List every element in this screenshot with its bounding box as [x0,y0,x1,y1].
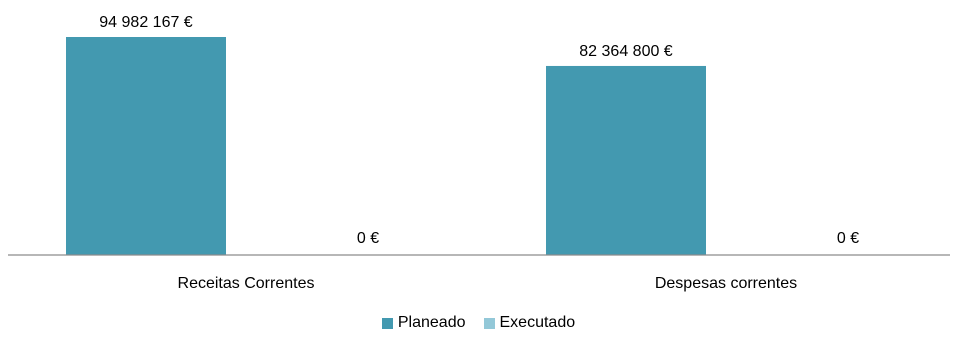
legend: Planeado Executado [0,314,957,332]
category-label-0: Receitas Correntes [178,275,315,292]
data-label-executado-1: 0 € [837,230,859,247]
category-label-1: Despesas correntes [655,275,797,292]
legend-label-planeado: Planeado [397,314,466,331]
legend-swatch-executado [483,317,495,329]
legend-item-executado: Executado [483,314,576,332]
legend-label-executado: Executado [499,314,576,331]
bars-layer [66,37,706,255]
legend-item-planeado: Planeado [381,314,466,332]
legend-swatch-planeado [381,317,393,329]
bar-planeado-0 [66,37,226,255]
data-label-planeado-0: 94 982 167 € [99,14,193,31]
data-label-executado-0: 0 € [357,230,379,247]
data-label-planeado-1: 82 364 800 € [579,43,673,60]
labels-layer: 94 982 167 € 0 € Receitas Correntes 82 364 … [99,14,859,292]
bar-planeado-1 [546,65,706,255]
